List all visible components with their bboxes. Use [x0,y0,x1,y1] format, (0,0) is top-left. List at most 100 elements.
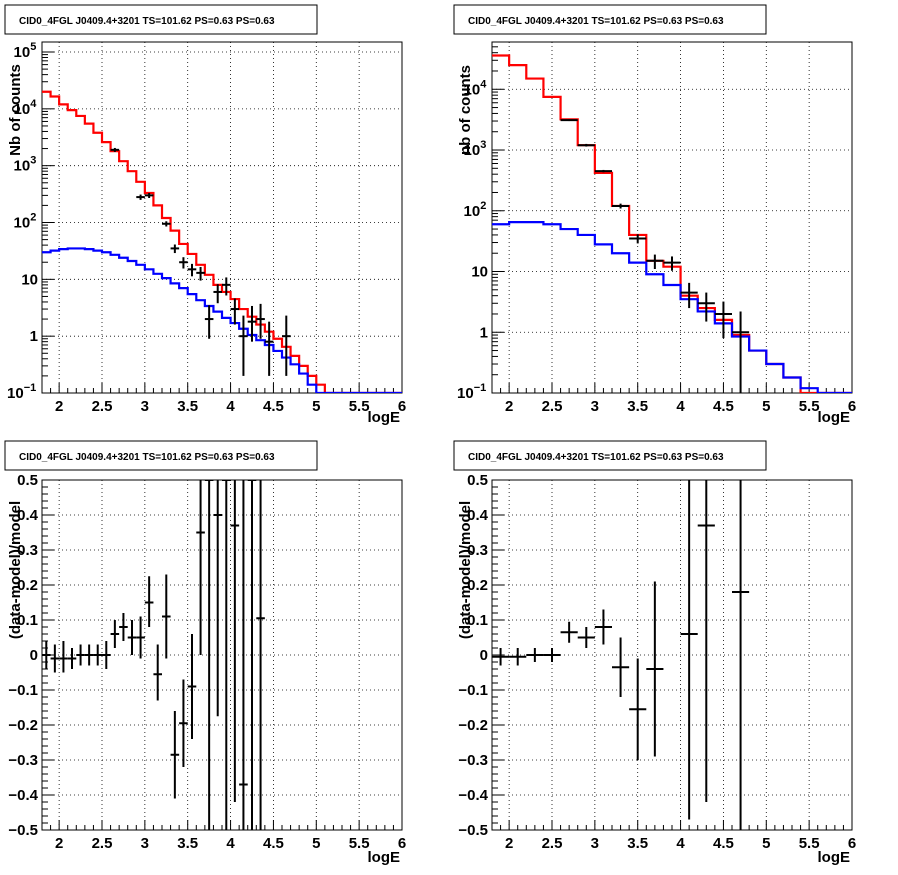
y-tick-label: 0.4 [17,507,39,524]
data-point [84,644,94,666]
chart-title: CID0_4FGL J0409.4+3201 TS=101.62 PS=0.63… [468,452,724,463]
y-tick-label: 0.2 [467,577,488,594]
x-tick-label: 2 [55,835,63,852]
x-axis-ticks [491,383,853,393]
x-axis-title: logE [368,849,401,866]
points-data [560,119,750,393]
data-point [594,169,612,173]
y-axis-title: (data-model)/model [457,501,474,639]
x-tick-label: 5.5 [349,398,370,415]
data-point [646,581,664,757]
data-point [492,648,510,666]
data-point [50,644,60,673]
plot-frame [41,41,403,394]
x-tick-label: 4.5 [263,398,284,415]
data-point [697,292,715,322]
y-tick-label: 0.4 [467,507,489,524]
chart-title: CID0_4FGL J0409.4+3201 TS=101.62 PS=0.63… [19,452,275,463]
data-point [179,679,188,767]
y-tick-label: 102 [14,212,37,232]
x-tick-label: 3 [591,835,599,852]
data-point [196,480,205,655]
data-point [680,480,698,820]
points-residual [42,480,265,830]
y-tick-label: 103 [14,155,37,175]
data-point [76,644,85,666]
data-point [127,620,137,655]
y-tick-label: 1 [480,324,488,341]
x-tick-label: 5.5 [799,398,820,415]
y-tick-label: −0.2 [8,717,38,734]
data-point [612,203,630,209]
y-tick-label: 0.5 [467,472,488,489]
x-tick-label: 3 [591,398,599,415]
data-point [680,282,698,309]
data-point [187,263,197,277]
chart-panel-2: 2 2.5 3 3.5 4 4.5 5 5.5 610−1110102103104logEnb … [453,4,856,426]
x-tick-label: 6 [398,835,406,852]
data-point [612,637,630,697]
y-tick-exponent: 3 [30,155,36,167]
x-axis-ticks [491,820,853,830]
x-tick-label: 5 [312,398,320,415]
x-tick-label: 3.5 [177,398,198,415]
data-point [629,658,647,760]
y-tick-exponent: 3 [480,139,486,151]
y-tick-exponent: 4 [480,78,487,90]
x-tick-label: 6 [398,398,406,415]
x-tick-label: 6 [848,398,856,415]
data-point [509,648,527,666]
x-tick-label: 2.5 [542,835,563,852]
x-axis-title: logE [818,849,851,866]
x-axis-ticks [41,820,403,830]
y-tick-label: 0 [30,647,38,664]
y-tick-label: 102 [464,200,487,220]
y-tick-label: 0.5 [17,472,38,489]
chart-panel-4: 2 2.5 3 3.5 4 4.5 5 5.5 6 −0.5 −0.4 −0.3 −0.2 −0.1 0 0.… [453,440,856,866]
data-point [230,480,240,802]
y-tick-label: −0.3 [8,752,38,769]
y-axis-title: nb of counts [457,65,474,155]
chart-title: CID0_4FGL J0409.4+3201 TS=101.62 PS=0.63… [19,16,275,27]
data-point [239,315,248,376]
x-tick-label: 3 [141,398,149,415]
y-tick-exponent: −1 [474,382,487,394]
histogram-background [492,221,852,393]
x-tick-label: 4.5 [713,398,734,415]
points-residual [492,480,750,830]
data-point [170,711,180,799]
data-point [213,480,222,717]
data-point [119,613,128,641]
y-tick-exponent: 2 [30,212,36,224]
y-tick-label: −0.1 [458,682,488,699]
points-data [110,147,291,376]
data-point [59,641,68,673]
data-point [256,480,265,830]
data-point [179,257,188,269]
y-tick-label: 10−1 [7,382,36,402]
data-point [646,254,664,269]
x-tick-label: 3.5 [627,398,648,415]
data-point [543,648,561,662]
data-point [594,609,612,645]
x-tick-label: 5 [312,835,320,852]
y-tick-label: 0.1 [17,612,38,629]
x-tick-label: 3.5 [627,835,648,852]
data-point [110,147,120,152]
y-tick-label: 0.3 [467,542,488,559]
data-point [239,480,248,830]
data-point [732,480,750,830]
data-point [196,266,205,281]
y-axis-title: Nb of counts [7,64,24,156]
data-point [136,194,145,200]
histogram-total [42,90,402,393]
data-point [697,480,715,802]
data-point [230,298,240,325]
data-point [256,303,265,339]
data-point [187,634,197,739]
y-tick-label: −0.5 [8,822,38,839]
chart-panel-1: 2 2.5 3 3.5 4 4.5 5 5.5 610−1110102103104105logE… [4,4,406,426]
y-axis-ticks [42,51,54,394]
